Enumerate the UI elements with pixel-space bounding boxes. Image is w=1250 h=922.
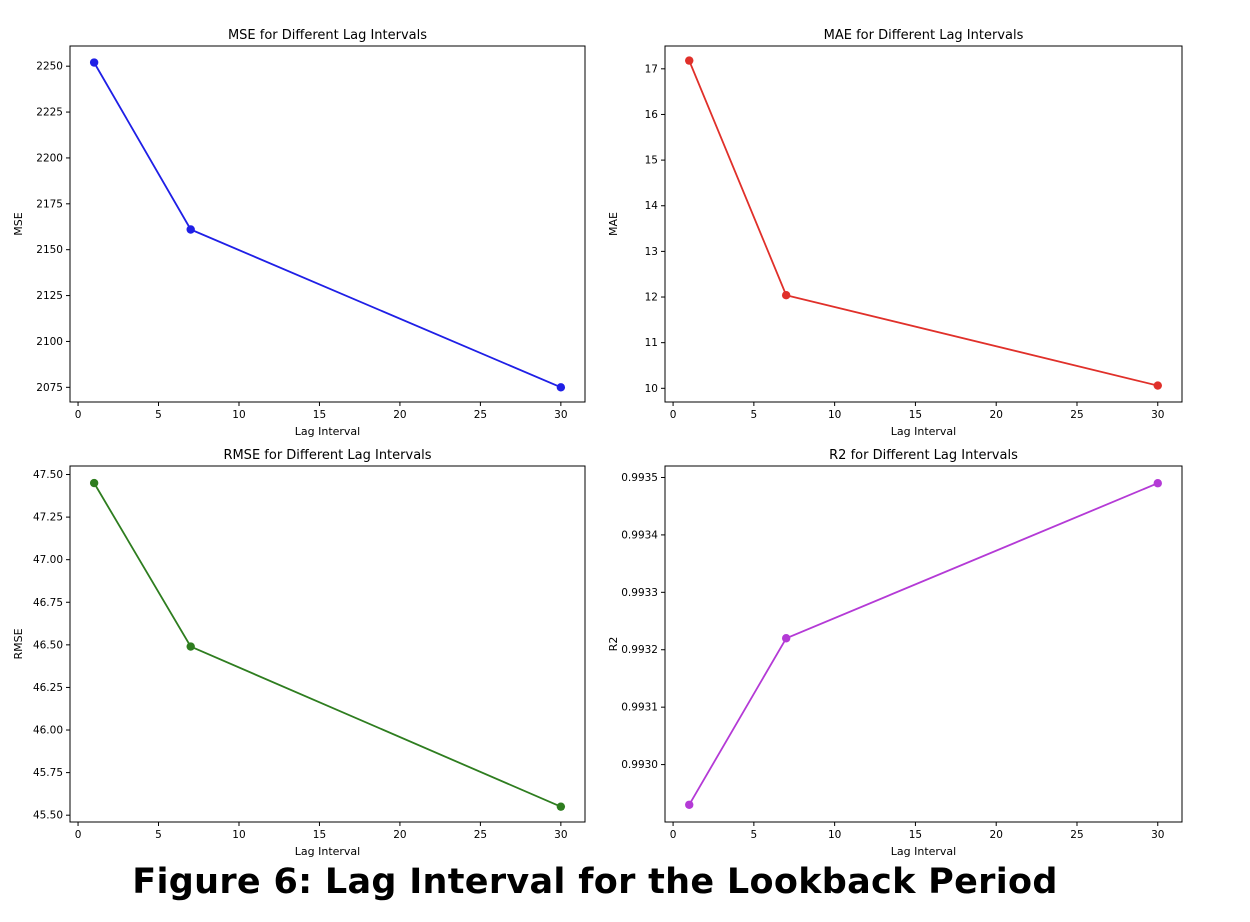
y-tick-label: 17 xyxy=(645,63,658,75)
data-point xyxy=(186,225,195,234)
y-tick-label: 0.9931 xyxy=(621,702,658,714)
y-tick-label: 2075 xyxy=(36,382,63,394)
y-tick-label: 2250 xyxy=(36,61,63,73)
y-tick-label: 2125 xyxy=(36,290,63,302)
data-point xyxy=(556,802,566,811)
y-axis-label: R2 xyxy=(607,637,620,652)
x-tick-label: 25 xyxy=(474,409,487,421)
x-tick-label: 5 xyxy=(155,409,162,421)
x-tick-label: 20 xyxy=(393,829,406,841)
x-tick-label: 15 xyxy=(313,409,326,421)
y-tick-label: 13 xyxy=(645,246,658,258)
series-line xyxy=(93,482,562,808)
y-tick-label: 0.9933 xyxy=(621,587,658,599)
data-point xyxy=(781,634,791,643)
chart-panel-3: RMSE for Different Lag Intervals 0 5 10 15 20… xyxy=(12,448,586,858)
y-axis-label: RMSE xyxy=(12,628,25,659)
y-axis-label: MAE xyxy=(607,212,620,236)
x-tick-label: 30 xyxy=(1151,409,1164,421)
y-tick-label: 15 xyxy=(645,155,658,167)
x-tick-label: 30 xyxy=(1151,829,1164,841)
y-tick-label: 46.00 xyxy=(33,725,63,737)
y-tick-label: 11 xyxy=(645,337,658,349)
x-axis-label: Lag Interval xyxy=(891,425,956,438)
x-tick-label: 10 xyxy=(232,409,245,421)
data-point xyxy=(1153,381,1162,390)
x-tick-label: 5 xyxy=(751,829,758,841)
x-tick-label: 5 xyxy=(155,829,162,841)
series-line xyxy=(688,60,1159,387)
y-tick-label: 14 xyxy=(645,200,659,212)
x-tick-label: 15 xyxy=(909,829,922,841)
y-tick-label: 0.9934 xyxy=(621,529,658,541)
data-point xyxy=(556,383,566,392)
y-tick-label: 0.9932 xyxy=(621,644,658,656)
y-tick-label: 45.50 xyxy=(33,810,63,822)
x-tick-label: 10 xyxy=(828,409,841,421)
x-tick-label: 0 xyxy=(75,829,82,841)
x-tick-label: 25 xyxy=(1070,829,1083,841)
y-tick-label: 2150 xyxy=(36,244,63,256)
y-axis-label: MSE xyxy=(12,212,25,235)
y-tick-label: 2100 xyxy=(36,336,63,348)
y-tick-label: 46.50 xyxy=(33,639,63,651)
y-tick-label: 16 xyxy=(645,109,659,121)
y-tick-label: 47.00 xyxy=(33,554,63,566)
y-tick-label: 0.9930 xyxy=(621,759,658,771)
x-axis-label: Lag Interval xyxy=(295,425,360,438)
chart-title: MAE for Different Lag Intervals xyxy=(824,28,1024,43)
y-tick-label: 10 xyxy=(645,383,658,395)
plot-frame xyxy=(69,45,586,403)
x-tick-label: 10 xyxy=(232,829,245,841)
y-tick-label: 2200 xyxy=(36,152,63,164)
y-tick-label: 12 xyxy=(645,292,658,304)
plot-frame xyxy=(664,465,1183,823)
chart-title: RMSE for Different Lag Intervals xyxy=(223,448,431,463)
y-tick-label: 45.75 xyxy=(33,767,63,779)
chart-panel-2: MAE for Different Lag Intervals 0 5 10 15 20 2… xyxy=(607,28,1183,438)
data-point xyxy=(89,58,99,67)
y-tick-label: 0.9935 xyxy=(621,472,658,484)
x-tick-label: 0 xyxy=(75,409,82,421)
x-axis-label: Lag Interval xyxy=(891,845,956,858)
y-tick-label: 46.75 xyxy=(33,597,63,609)
x-tick-label: 5 xyxy=(751,409,758,421)
x-axis-label: Lag Interval xyxy=(295,845,360,858)
plot-frame xyxy=(664,45,1183,403)
x-tick-label: 15 xyxy=(909,409,922,421)
x-tick-label: 25 xyxy=(1070,409,1083,421)
chart-panel-4: R2 for Different Lag Intervals 0 5 10 15 20 25… xyxy=(607,448,1183,858)
y-tick-label: 2225 xyxy=(36,107,63,119)
series-line xyxy=(688,482,1159,806)
figure-caption: Figure 6: Lag Interval for the Lookback … xyxy=(132,862,1058,902)
chart-title: MSE for Different Lag Intervals xyxy=(228,28,427,43)
data-point xyxy=(685,56,694,65)
x-tick-label: 20 xyxy=(990,829,1003,841)
y-tick-label: 47.50 xyxy=(33,469,63,481)
data-point xyxy=(186,642,195,651)
x-tick-label: 20 xyxy=(990,409,1003,421)
data-point xyxy=(1153,479,1162,488)
x-tick-label: 15 xyxy=(313,829,326,841)
y-tick-label: 47.25 xyxy=(33,512,63,524)
x-tick-label: 0 xyxy=(670,829,677,841)
x-tick-label: 0 xyxy=(670,409,677,421)
figure-grid: MSE for Different Lag Intervals 0 5 10 15 20 2… xyxy=(12,28,1183,858)
x-tick-label: 20 xyxy=(393,409,406,421)
y-tick-label: 2175 xyxy=(36,198,63,210)
x-tick-label: 10 xyxy=(828,829,841,841)
data-point xyxy=(89,478,99,488)
x-tick-label: 30 xyxy=(554,829,567,841)
chart-title: R2 for Different Lag Intervals xyxy=(829,448,1018,463)
y-tick-label: 46.25 xyxy=(33,682,63,694)
chart-panel-1: MSE for Different Lag Intervals 0 5 10 15 20 2… xyxy=(12,28,586,438)
data-point xyxy=(781,291,791,300)
x-tick-label: 25 xyxy=(474,829,487,841)
x-tick-label: 30 xyxy=(554,409,567,421)
plot-frame xyxy=(69,465,586,823)
series-line xyxy=(93,62,562,389)
data-point xyxy=(685,800,694,809)
